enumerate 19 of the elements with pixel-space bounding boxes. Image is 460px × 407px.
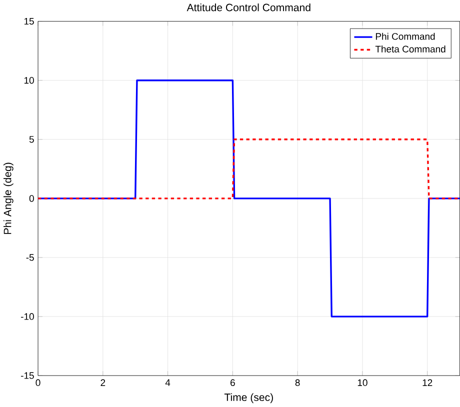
y-tick-label: 0 <box>29 195 34 202</box>
chart-title: Attitude Control Command <box>186 4 310 12</box>
legend-label: Theta Command <box>375 46 446 53</box>
x-tick-label: 12 <box>422 379 432 386</box>
legend-label: Phi Command <box>376 33 435 40</box>
x-tick-label: 0 <box>36 379 40 386</box>
y-tick-label: -5 <box>26 254 34 261</box>
y-tick-label: 10 <box>24 77 34 84</box>
x-tick-label: 10 <box>358 379 368 386</box>
x-tick-label: 2 <box>100 379 106 386</box>
y-axis-title: Phi Angle (deg) <box>4 162 14 234</box>
x-tick-label: 8 <box>295 379 300 386</box>
x-axis-title: Time (sec) <box>224 393 273 404</box>
x-tick-label: 6 <box>230 379 235 386</box>
y-tick-label: 5 <box>29 136 34 143</box>
y-tick-label: -15 <box>21 372 34 380</box>
x-tick-label: 4 <box>165 380 170 386</box>
y-tick-label: -10 <box>21 313 34 320</box>
y-tick-label: 15 <box>24 18 34 25</box>
